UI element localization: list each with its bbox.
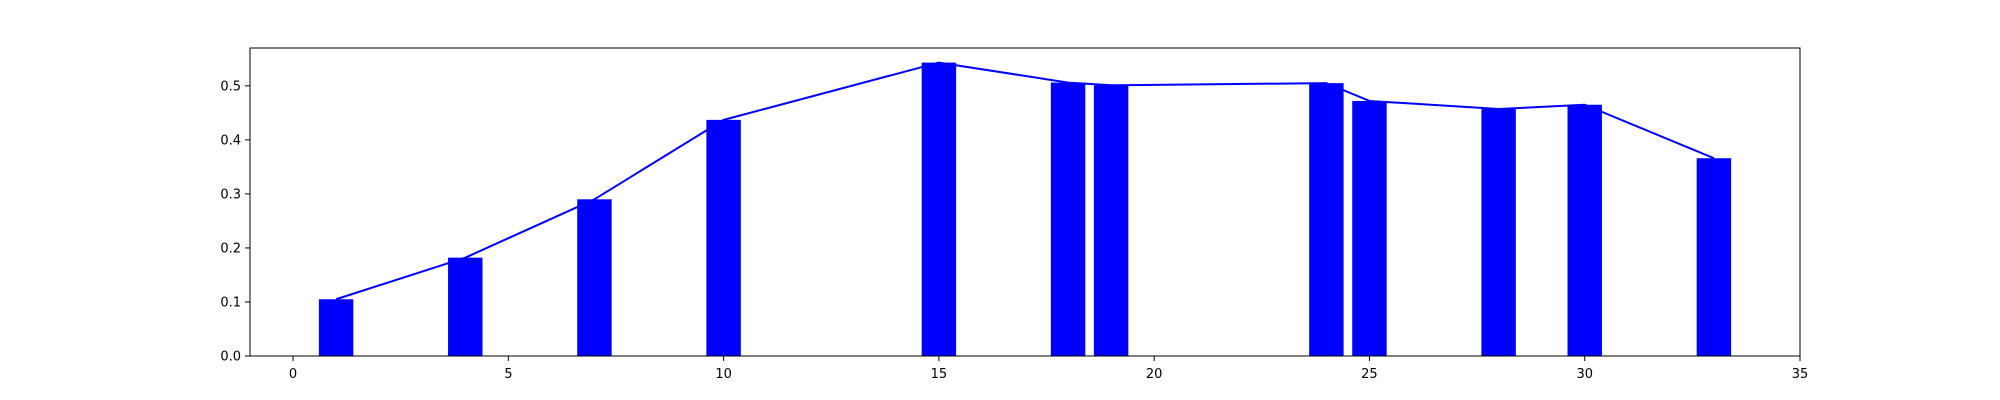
y-tick-label-2: 0.2 bbox=[220, 241, 241, 256]
bar-7 bbox=[1309, 83, 1344, 357]
bar-3 bbox=[706, 119, 741, 356]
bar-1 bbox=[448, 257, 483, 356]
x-tick-label-5: 25 bbox=[1361, 367, 1378, 382]
bar-6 bbox=[1093, 85, 1129, 356]
bar-4 bbox=[921, 62, 957, 356]
bar-5 bbox=[1050, 82, 1086, 356]
y-tick-label-3: 0.3 bbox=[220, 187, 241, 202]
line-series bbox=[335, 61, 1715, 301]
y-tick-label-0: 0.0 bbox=[220, 350, 241, 365]
line-series-group bbox=[335, 61, 1715, 301]
bars-group bbox=[318, 62, 1732, 357]
x-tick-label-4: 20 bbox=[1146, 367, 1163, 382]
bar-2 bbox=[577, 199, 612, 356]
bar-9 bbox=[1481, 109, 1516, 356]
x-tick-label-1: 5 bbox=[504, 367, 512, 382]
y-tick-label-5: 0.5 bbox=[220, 79, 241, 94]
bar-8 bbox=[1352, 100, 1387, 357]
y-tick-label-4: 0.4 bbox=[220, 133, 241, 148]
x-tick-label-0: 0 bbox=[289, 367, 297, 382]
x-axis: 0 5 10 15 20 25 30 35 bbox=[289, 356, 1808, 382]
x-tick-label-2: 10 bbox=[715, 367, 732, 382]
bar-0 bbox=[318, 299, 354, 356]
bar-11 bbox=[1696, 158, 1732, 356]
x-tick-label-6: 30 bbox=[1576, 367, 1593, 382]
bar-10 bbox=[1567, 104, 1602, 356]
y-tick-label-1: 0.1 bbox=[220, 295, 241, 310]
x-tick-label-7: 35 bbox=[1792, 367, 1809, 382]
y-axis: 0.0 0.1 0.2 0.3 0.4 0.5 bbox=[220, 79, 250, 365]
x-tick-label-3: 15 bbox=[931, 367, 948, 382]
plot-area-frame bbox=[249, 47, 1801, 357]
